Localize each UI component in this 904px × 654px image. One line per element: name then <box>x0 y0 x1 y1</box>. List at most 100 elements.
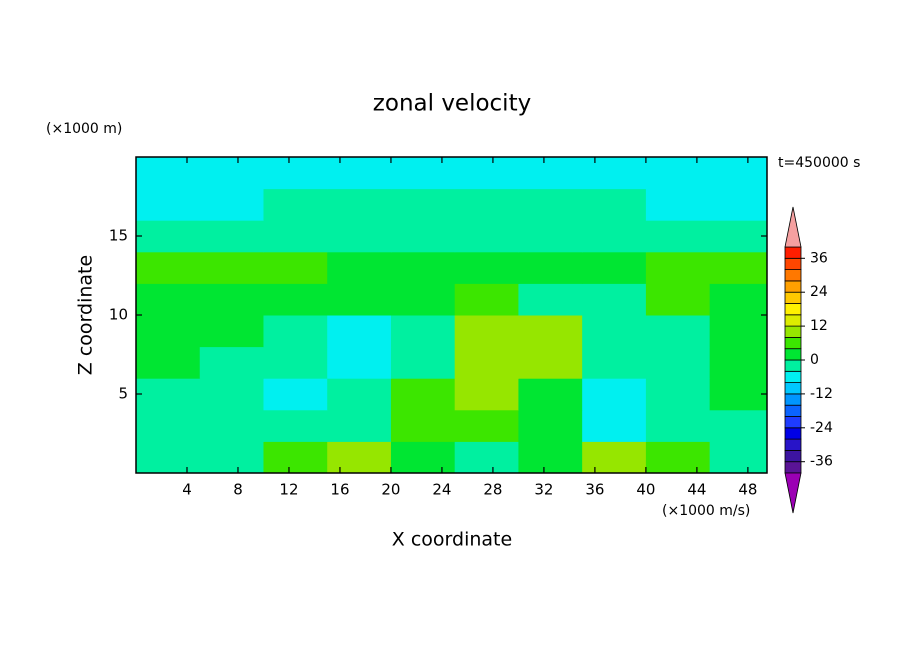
contour-cell <box>263 220 328 253</box>
contour-cell <box>582 378 647 411</box>
x-tick-label: 8 <box>233 481 243 499</box>
contour-cell <box>327 157 392 190</box>
y-tick-label: 10 <box>109 306 128 324</box>
contour-cell <box>327 251 392 284</box>
contour-cell <box>327 409 392 442</box>
contour-cell <box>327 283 392 316</box>
contour-cell <box>390 409 456 442</box>
x-tick-label: 32 <box>534 481 553 499</box>
contour-cell <box>327 346 392 379</box>
contour-cell <box>582 409 647 442</box>
contour-cell <box>390 157 456 190</box>
contour-cell <box>645 441 711 474</box>
colorbar-box <box>784 449 802 463</box>
colorbar-box <box>784 291 802 304</box>
contour-cell <box>199 441 264 474</box>
contour-cell <box>263 188 328 221</box>
chart-title: zonal velocity <box>373 91 531 117</box>
colorbar-tick-label: 12 <box>810 318 828 334</box>
x-unit: (×1000 m/s) <box>662 503 750 519</box>
contour-cell <box>390 441 456 474</box>
contour-cell <box>327 378 392 411</box>
colorbar-box <box>784 269 802 282</box>
contour-cell <box>709 346 768 379</box>
time-label: t=450000 s <box>778 155 860 171</box>
contour-cell <box>199 283 264 316</box>
contour-cell <box>454 283 519 316</box>
colorbar-tick-label: -24 <box>810 420 833 436</box>
colorbar-box <box>784 303 802 316</box>
y-tick-label: 15 <box>109 227 128 245</box>
colorbar-box <box>784 280 802 293</box>
contour-cell <box>327 315 392 348</box>
contour-cell <box>390 346 456 379</box>
contour-cell <box>454 315 519 348</box>
contour-cell <box>199 251 264 284</box>
contour-cell <box>645 251 711 284</box>
contour-cell <box>709 157 768 190</box>
colorbar-box <box>784 404 802 417</box>
contour-cell <box>263 315 328 348</box>
contour-cell <box>136 409 201 442</box>
x-tick-label: 44 <box>687 481 706 499</box>
contour-cell <box>709 378 768 411</box>
contour-cell <box>709 188 768 221</box>
contour-cell <box>582 188 647 221</box>
colorbar-box <box>784 461 802 474</box>
contour-cell <box>645 220 711 253</box>
contour-cell <box>327 188 392 221</box>
x-tick-label: 48 <box>738 481 757 499</box>
contour-cell <box>645 283 711 316</box>
colorbar-box <box>784 314 802 327</box>
x-tick-label: 20 <box>381 481 400 499</box>
contour-cell <box>199 220 264 253</box>
contour-cell <box>454 441 519 474</box>
contour-cell <box>263 251 328 284</box>
contour-cell <box>199 315 264 348</box>
contour-cell <box>136 157 201 190</box>
colorbar-box <box>784 438 802 451</box>
contour-cell <box>136 220 201 253</box>
contour-cell <box>263 409 328 442</box>
contour-cell <box>199 188 264 221</box>
colorbar-box <box>784 246 802 259</box>
colorbar-extension-high <box>784 206 802 248</box>
colorbar-tick-label: 36 <box>810 250 828 266</box>
contour-cell <box>709 251 768 284</box>
contour-cell <box>645 315 711 348</box>
contour-cell <box>390 251 456 284</box>
colorbar-box <box>784 257 802 270</box>
contour-cell <box>518 283 583 316</box>
contour-cell <box>454 346 519 379</box>
colorbar-box <box>784 325 802 338</box>
contour-cell <box>136 441 201 474</box>
x-tick-label: 40 <box>636 481 655 499</box>
contour-cell <box>582 283 647 316</box>
contour-cell <box>518 220 583 253</box>
colorbar-box <box>784 393 802 406</box>
contour-cell <box>199 409 264 442</box>
contour-cell <box>454 188 519 221</box>
colorbar-box <box>784 370 802 383</box>
contour-cell <box>709 441 768 474</box>
contour-cell <box>263 157 328 190</box>
contour-cell <box>709 220 768 253</box>
contour-cell <box>582 441 647 474</box>
contour-cell <box>327 441 392 474</box>
contour-cell <box>136 251 201 284</box>
colorbar-box <box>784 416 802 429</box>
contour-cell <box>582 346 647 379</box>
contour-cell <box>518 315 583 348</box>
contour-cell <box>263 441 328 474</box>
colorbar-box <box>784 348 802 361</box>
contour-cell <box>454 378 519 411</box>
contour-cell <box>645 188 711 221</box>
contour-cell <box>454 157 519 190</box>
colorbar-tick-label: 0 <box>810 352 819 368</box>
colorbar-box <box>784 382 802 395</box>
x-tick-label: 36 <box>585 481 604 499</box>
contour-cell <box>645 378 711 411</box>
contour-cell <box>136 283 201 316</box>
contour-cell <box>263 283 328 316</box>
